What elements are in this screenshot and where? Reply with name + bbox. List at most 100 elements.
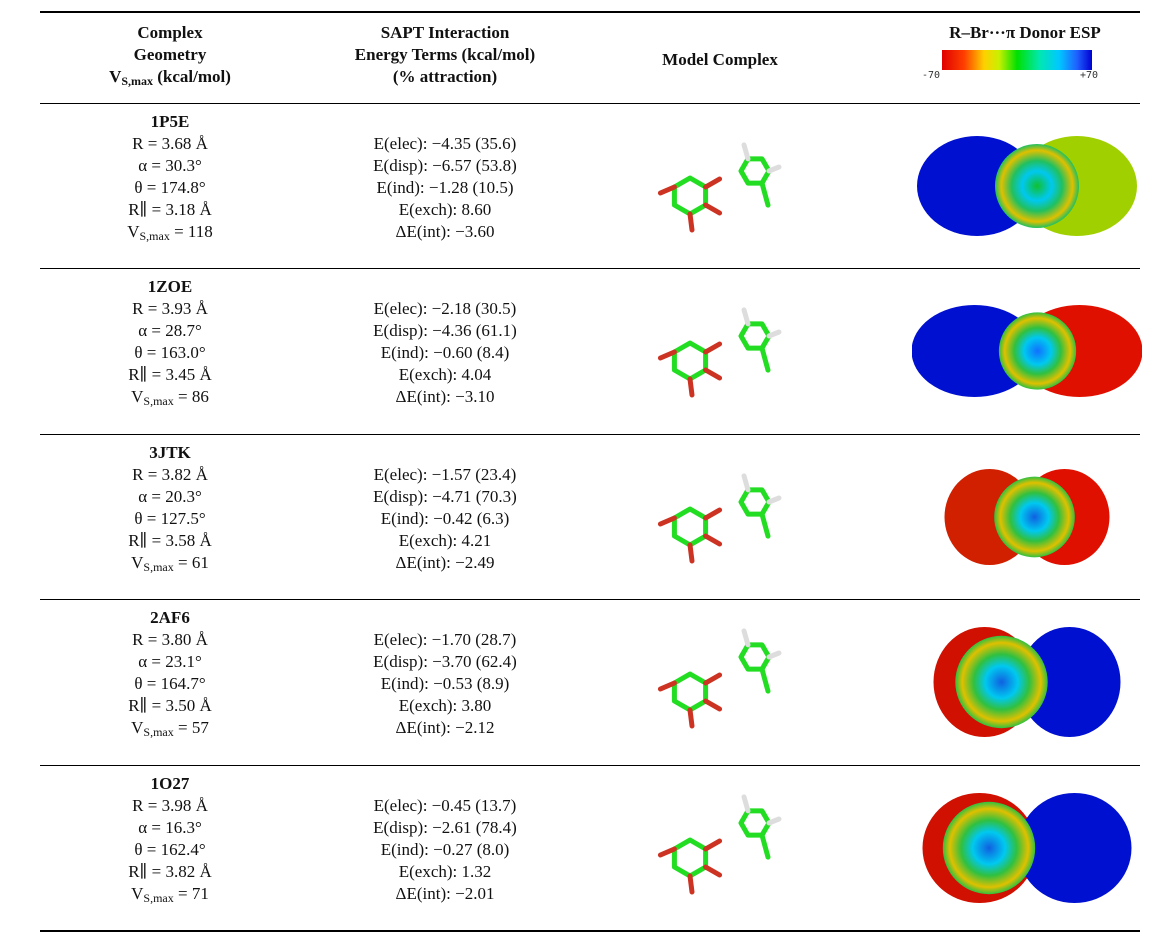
vsmax-line: VS,max = 61 (60, 552, 280, 574)
model-complex-illustration (645, 783, 795, 913)
sapt-line: E(disp): −4.36 (61.1) (315, 320, 575, 342)
model-complex-illustration (645, 452, 795, 582)
sapt-cell: E(elec): −0.45 (13.7)E(disp): −2.61 (78.… (315, 795, 575, 905)
ring-bond (674, 674, 705, 710)
bond (769, 167, 779, 171)
geometry-line: α = 28.7° (60, 320, 280, 342)
sapt-line: ΔE(int): −3.10 (315, 386, 575, 408)
bond (706, 675, 720, 683)
sapt-line: E(exch): 4.04 (315, 364, 575, 386)
sapt-line: E(ind): −0.60 (8.4) (315, 342, 575, 364)
sapt-line: E(elec): −4.35 (35.6) (315, 133, 575, 155)
sapt-line: E(disp): −2.61 (78.4) (315, 817, 575, 839)
bond (744, 631, 748, 645)
vsmax-subscript: S,max (143, 560, 173, 574)
scale-min-label: -70 (922, 70, 940, 81)
esp-surface-illustration (912, 783, 1142, 913)
geometry-line: α = 16.3° (60, 817, 280, 839)
model-complex-illustration (645, 121, 795, 251)
header-subscript: S,max (121, 74, 153, 88)
bond (744, 145, 748, 159)
geometry-line: θ = 162.4° (60, 839, 280, 861)
bond (744, 476, 748, 490)
geometry-line: θ = 127.5° (60, 508, 280, 530)
vsmax-subscript: S,max (139, 229, 169, 243)
esp-surface-illustration (912, 286, 1142, 416)
bond (762, 514, 768, 536)
geometry-line: R = 3.82 Å (60, 464, 280, 486)
geometry-cell: 1ZOER = 3.93 Åα = 28.7°θ = 163.0°R∥ = 3.… (60, 276, 280, 408)
header-line: (% attraction) (315, 66, 575, 88)
sapt-line: E(disp): −4.71 (70.3) (315, 486, 575, 508)
sapt-line: ΔE(int): −2.01 (315, 883, 575, 905)
geometry-line: θ = 164.7° (60, 673, 280, 695)
vsmax-line: VS,max = 57 (60, 717, 280, 739)
header-line: SAPT Interaction (315, 22, 575, 44)
bond (706, 701, 720, 709)
esp-surface-illustration (912, 452, 1142, 582)
bond (706, 867, 720, 875)
bond (690, 710, 692, 726)
header-rule (40, 103, 1140, 104)
vsmax-value: = 118 (170, 222, 213, 241)
geometry-line: R = 3.80 Å (60, 629, 280, 651)
esp-sigma-hole (943, 802, 1035, 894)
bond (762, 348, 768, 370)
bond (769, 819, 779, 823)
complex-name: 1ZOE (60, 276, 280, 298)
row-rule (40, 268, 1140, 269)
sapt-line: E(ind): −0.53 (8.9) (315, 673, 575, 695)
sapt-cell: E(elec): −4.35 (35.6)E(disp): −6.57 (53.… (315, 133, 575, 243)
bond (706, 536, 720, 544)
header-text: V (109, 67, 121, 86)
esp-sigma-hole (994, 477, 1075, 558)
esp-sigma-hole (955, 636, 1047, 728)
geometry-line: R∥ = 3.82 Å (60, 861, 280, 883)
bond (706, 344, 720, 352)
vsmax-line: VS,max = 86 (60, 386, 280, 408)
bond (762, 835, 768, 857)
sapt-line: E(elec): −1.57 (23.4) (315, 464, 575, 486)
bond (762, 669, 768, 691)
geometry-line: R∥ = 3.50 Å (60, 695, 280, 717)
header-line: Geometry (60, 44, 280, 66)
header-line: Model Complex (620, 49, 820, 71)
vsmax-symbol: V (131, 718, 143, 737)
geometry-line: α = 23.1° (60, 651, 280, 673)
vsmax-symbol: V (127, 222, 139, 241)
header-geometry: Complex Geometry VS,max (kcal/mol) (60, 22, 280, 88)
vsmax-symbol: V (131, 884, 143, 903)
bond (706, 205, 720, 213)
bond (769, 332, 779, 336)
ring-bond (741, 490, 769, 514)
bond (706, 370, 720, 378)
bond (690, 545, 692, 561)
bond (706, 841, 720, 849)
sapt-line: E(ind): −0.42 (6.3) (315, 508, 575, 530)
vsmax-symbol: V (131, 553, 143, 572)
header-line: Complex (60, 22, 280, 44)
vsmax-value: = 57 (174, 718, 209, 737)
sapt-line: E(exch): 3.80 (315, 695, 575, 717)
header-sapt: SAPT Interaction Energy Terms (kcal/mol)… (315, 22, 575, 88)
esp-sigma-hole (999, 312, 1076, 389)
header-model: Model Complex (620, 49, 820, 71)
color-scale (942, 50, 1092, 74)
esp-sigma-hole (995, 144, 1079, 228)
geometry-line: θ = 174.8° (60, 177, 280, 199)
ring-bond (741, 811, 769, 835)
vsmax-value: = 71 (174, 884, 209, 903)
sapt-cell: E(elec): −2.18 (30.5)E(disp): −4.36 (61.… (315, 298, 575, 408)
complex-name: 3JTK (60, 442, 280, 464)
geometry-line: θ = 163.0° (60, 342, 280, 364)
ring-bond (741, 324, 769, 348)
bond (690, 214, 692, 230)
table-page: Complex Geometry VS,max (kcal/mol) SAPT … (0, 0, 1155, 941)
sapt-line: E(ind): −0.27 (8.0) (315, 839, 575, 861)
top-rule (40, 11, 1140, 13)
sapt-line: E(exch): 8.60 (315, 199, 575, 221)
sapt-line: ΔE(int): −2.12 (315, 717, 575, 739)
sapt-line: E(disp): −6.57 (53.8) (315, 155, 575, 177)
sapt-line: E(exch): 4.21 (315, 530, 575, 552)
